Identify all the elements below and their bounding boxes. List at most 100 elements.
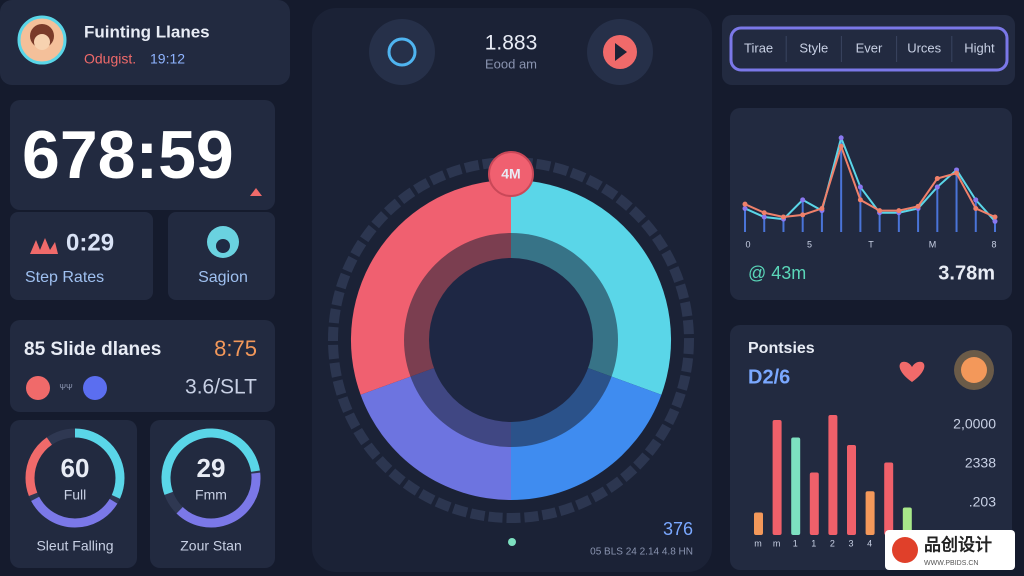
bar xyxy=(847,445,856,535)
line-point xyxy=(819,205,825,211)
x-label: 5 xyxy=(807,239,812,249)
bar xyxy=(754,512,763,535)
line-point xyxy=(857,197,863,203)
x-label: 8 xyxy=(991,239,996,249)
menu-button[interactable] xyxy=(369,19,435,85)
line-point xyxy=(992,214,998,220)
bar-card xyxy=(730,325,1012,570)
x-label: 1 xyxy=(811,538,816,548)
line-point xyxy=(973,197,979,203)
slide-icon-a[interactable] xyxy=(26,376,50,400)
y-label: .203 xyxy=(969,494,996,510)
line-point xyxy=(954,170,960,176)
tab[interactable]: Urces xyxy=(907,40,941,55)
bar xyxy=(772,420,782,535)
y-label: 2,0000 xyxy=(953,416,996,432)
x-label: 2 xyxy=(830,538,835,548)
gauge-arc xyxy=(25,428,125,528)
line-point xyxy=(934,184,940,190)
x-label: 4 xyxy=(867,538,872,548)
profile-time: 19:12 xyxy=(150,51,185,67)
indicator-dot xyxy=(508,538,516,546)
profile-status: Odugist. xyxy=(84,51,136,67)
sun-icon[interactable] xyxy=(961,357,987,383)
bottom-text: 05 BLS 24 2.14 4.8 HN xyxy=(590,547,693,558)
line-point xyxy=(800,212,806,218)
tabs-frame xyxy=(729,26,1009,72)
heart-icon[interactable] xyxy=(899,361,925,382)
tab[interactable]: Ever xyxy=(856,40,883,55)
gauge-arc xyxy=(25,428,125,528)
slide-icon-b[interactable] xyxy=(83,376,107,400)
line-point xyxy=(838,143,844,149)
step-label: Step Rates xyxy=(25,269,104,286)
slide-icon-text: ΨΨ xyxy=(59,383,73,392)
slide-rate: 3.6/SLT xyxy=(185,376,257,399)
line-point xyxy=(877,208,883,214)
tabs-card xyxy=(722,15,1015,85)
player-label: Eood am xyxy=(485,56,537,71)
profile-name: Fuinting Llanes xyxy=(84,22,210,41)
watermark-brand: 品创设计 xyxy=(924,534,992,554)
bar xyxy=(902,507,912,535)
timer-value: 678:59 xyxy=(22,117,234,193)
line-point xyxy=(992,218,998,224)
bar xyxy=(828,415,838,535)
bar xyxy=(791,437,801,535)
step-value: 0:29 xyxy=(66,229,114,256)
bar-subtitle: D2/6 xyxy=(748,366,790,388)
bottom-value: 376 xyxy=(663,519,693,539)
avatar-face xyxy=(34,34,50,50)
line-point xyxy=(742,205,748,211)
x-label: m xyxy=(754,538,762,548)
timer-card xyxy=(10,100,275,210)
gauge-arc xyxy=(161,428,261,528)
line-stat-left: @ 43m xyxy=(748,263,806,283)
donut-label: 4M xyxy=(501,166,520,182)
menu-icon xyxy=(387,37,417,67)
tab[interactable]: Hight xyxy=(964,40,995,55)
timer-arrow xyxy=(250,188,262,196)
x-label: T xyxy=(868,239,874,249)
watermark-logo xyxy=(892,537,918,563)
gauge-arc xyxy=(25,428,125,528)
watermark xyxy=(885,530,1015,570)
x-label: M xyxy=(929,239,937,249)
line-point xyxy=(915,203,921,209)
bar xyxy=(865,491,875,535)
line-point xyxy=(742,201,748,207)
x-label: m xyxy=(773,538,781,548)
player-value: 1.883 xyxy=(485,32,538,55)
line-point xyxy=(780,214,786,220)
y-label: 2338 xyxy=(965,455,996,471)
region-label: Sagion xyxy=(198,269,248,286)
gauge-arc xyxy=(161,428,261,528)
profile-card xyxy=(0,0,290,85)
line-stat-right: 3.78m xyxy=(938,262,995,284)
line-series xyxy=(744,143,996,219)
watermark-url: WWW.PBIDS.CN xyxy=(924,560,978,567)
line-point xyxy=(838,135,844,141)
slide-card xyxy=(10,320,275,412)
line-card xyxy=(730,108,1012,300)
donut-hole xyxy=(429,258,593,422)
gauge-value: 60 xyxy=(61,453,90,483)
line-point xyxy=(934,176,940,181)
bar xyxy=(884,462,894,535)
line-point xyxy=(761,214,767,220)
gauge-card xyxy=(10,420,137,568)
gauge-unit: Fmm xyxy=(195,487,227,503)
gauge-label: Zour Stan xyxy=(180,538,241,554)
line-point xyxy=(896,208,902,214)
play-icon xyxy=(615,43,627,61)
tab[interactable]: Style xyxy=(799,40,828,55)
bar xyxy=(809,472,819,535)
slide-title: 85 Slide dlanes xyxy=(24,339,161,360)
line-point xyxy=(857,184,863,190)
gauge-label: Sleut Falling xyxy=(36,538,113,554)
x-label: 3 xyxy=(848,538,853,548)
gauge-unit: Full xyxy=(64,487,87,503)
gauge-card xyxy=(150,420,275,568)
tab[interactable]: Tirae xyxy=(744,40,773,55)
